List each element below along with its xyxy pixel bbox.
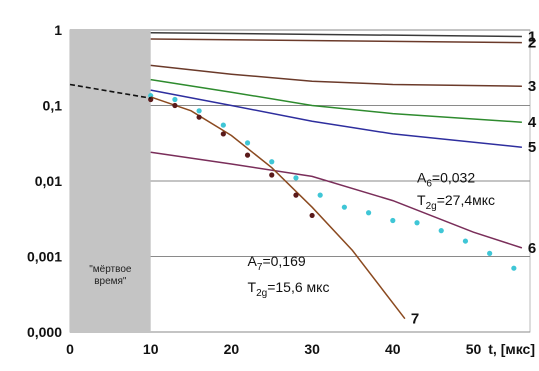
x-tick-label: 40 — [385, 341, 401, 357]
data-point — [365, 210, 372, 216]
x-tick-label: 30 — [304, 341, 320, 357]
y-tick-label: 1 — [54, 22, 62, 38]
series-line-2 — [150, 38, 522, 44]
curve-label: 7 — [411, 311, 419, 328]
dead-time-label: время" — [94, 276, 127, 287]
x-tick-label: 20 — [224, 341, 240, 357]
annotation-A7: A7=0,169 — [248, 253, 306, 273]
data-point — [511, 265, 517, 271]
curve-label: 4 — [528, 114, 537, 131]
data-point — [341, 204, 347, 210]
x-tick-label: 50 — [466, 341, 482, 357]
data-point — [293, 175, 299, 181]
data-point — [196, 108, 202, 114]
y-tick-layer: 0,000 0,001 0,01 0,1 1 — [27, 22, 62, 340]
annotation-A6: A6=0,032 — [417, 170, 475, 190]
data-point — [220, 131, 226, 137]
curve-label: 5 — [528, 139, 536, 156]
curve-labels-layer: 12 3 4 5 6 7 — [411, 29, 537, 328]
y-tick-label: 0,001 — [27, 249, 62, 265]
x-axis-label: t, [мкс] — [488, 341, 535, 357]
series-line-6 — [150, 151, 523, 249]
curve-label: 1 — [528, 29, 536, 46]
curve-label: 2 — [528, 35, 536, 52]
data-point — [317, 192, 323, 198]
curve-label: 3 — [528, 78, 536, 95]
y-tick-label: 0,01 — [35, 173, 62, 189]
data-point — [244, 140, 251, 146]
series-line-4 — [150, 78, 522, 123]
data-point — [244, 152, 251, 158]
x-tick-layer: 0 10 20 30 40 50 — [66, 341, 481, 357]
data-point — [269, 172, 275, 178]
series-line-7 — [150, 96, 406, 320]
data-point — [462, 238, 469, 244]
data-point — [390, 217, 396, 224]
y-tick-label: 0,000 — [27, 324, 62, 340]
annotation-T6: T2g=27,4мкс — [417, 192, 495, 212]
x-tick-label: 0 — [66, 341, 74, 357]
dead-time-label: "мёртвое — [89, 264, 132, 275]
annotation-T7: T2g=15,6 мкс — [248, 279, 330, 299]
data-point — [172, 102, 178, 109]
data-point — [309, 212, 315, 219]
data-point — [269, 159, 275, 165]
data-point — [487, 250, 493, 256]
data-point — [196, 114, 202, 120]
y-tick-label: 0,1 — [43, 98, 63, 114]
series-layer — [69, 31, 523, 320]
data-point — [438, 228, 444, 234]
data-point — [293, 192, 299, 198]
series-line-dead-time-extrapolation — [69, 83, 151, 99]
data-point — [414, 220, 420, 226]
dead-time-region — [70, 30, 151, 332]
series-line-3 — [150, 64, 522, 87]
series-line-1 — [150, 31, 522, 38]
x-tick-label: 10 — [143, 341, 159, 357]
curve-label: 6 — [528, 240, 536, 257]
data-point — [220, 122, 226, 128]
data-point — [172, 96, 178, 103]
series-line-5 — [150, 89, 522, 148]
